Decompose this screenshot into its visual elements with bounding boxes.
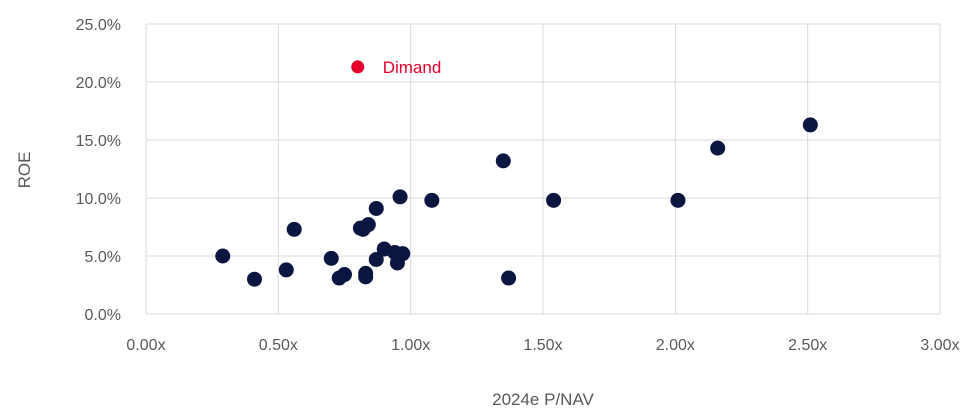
data-point [368,200,384,216]
data-point [546,192,562,208]
data-point [802,117,818,133]
data-point [215,248,231,264]
x-axis-title: 2024e P/NAV [492,390,594,409]
data-point [495,153,511,169]
data-point [368,251,384,267]
gridlines [145,23,941,315]
data-point [286,221,302,237]
y-tick-label: 25.0% [76,17,121,34]
data-point [323,250,339,266]
x-tick-label: 1.50x [523,337,562,354]
y-tick-label: 0.0% [85,307,121,324]
x-tick-label: 0.00x [126,337,165,354]
x-tick-label: 2.50x [788,337,827,354]
data-point [670,192,686,208]
data-point [337,267,352,283]
highlight-point [351,60,365,74]
data-point [424,192,440,208]
x-tick-label: 0.50x [259,337,298,354]
y-tick-label: 15.0% [76,133,121,150]
data-point [395,246,411,262]
y-tick-label: 20.0% [76,75,121,92]
y-axis-title: ROE [15,152,34,189]
annotations: Dimand [383,58,442,77]
data-point [278,262,294,278]
data-points [215,60,818,287]
data-point [710,140,726,156]
tick-labels: 0.0% 5.0% 10.0% 15.0% 20.0% 25.0% 0.00x 0.50x 1.… [76,17,960,354]
data-point [392,189,408,205]
data-point [360,217,376,233]
data-point [358,269,374,285]
x-tick-label: 2.00x [656,337,695,354]
data-point [501,270,517,286]
x-tick-label: 3.00x [920,337,959,354]
x-tick-label: 1.00x [391,337,430,354]
data-point [247,271,263,287]
y-tick-label: 10.0% [76,191,121,208]
y-tick-label: 5.0% [85,249,121,266]
highlight-label: Dimand [383,58,442,77]
